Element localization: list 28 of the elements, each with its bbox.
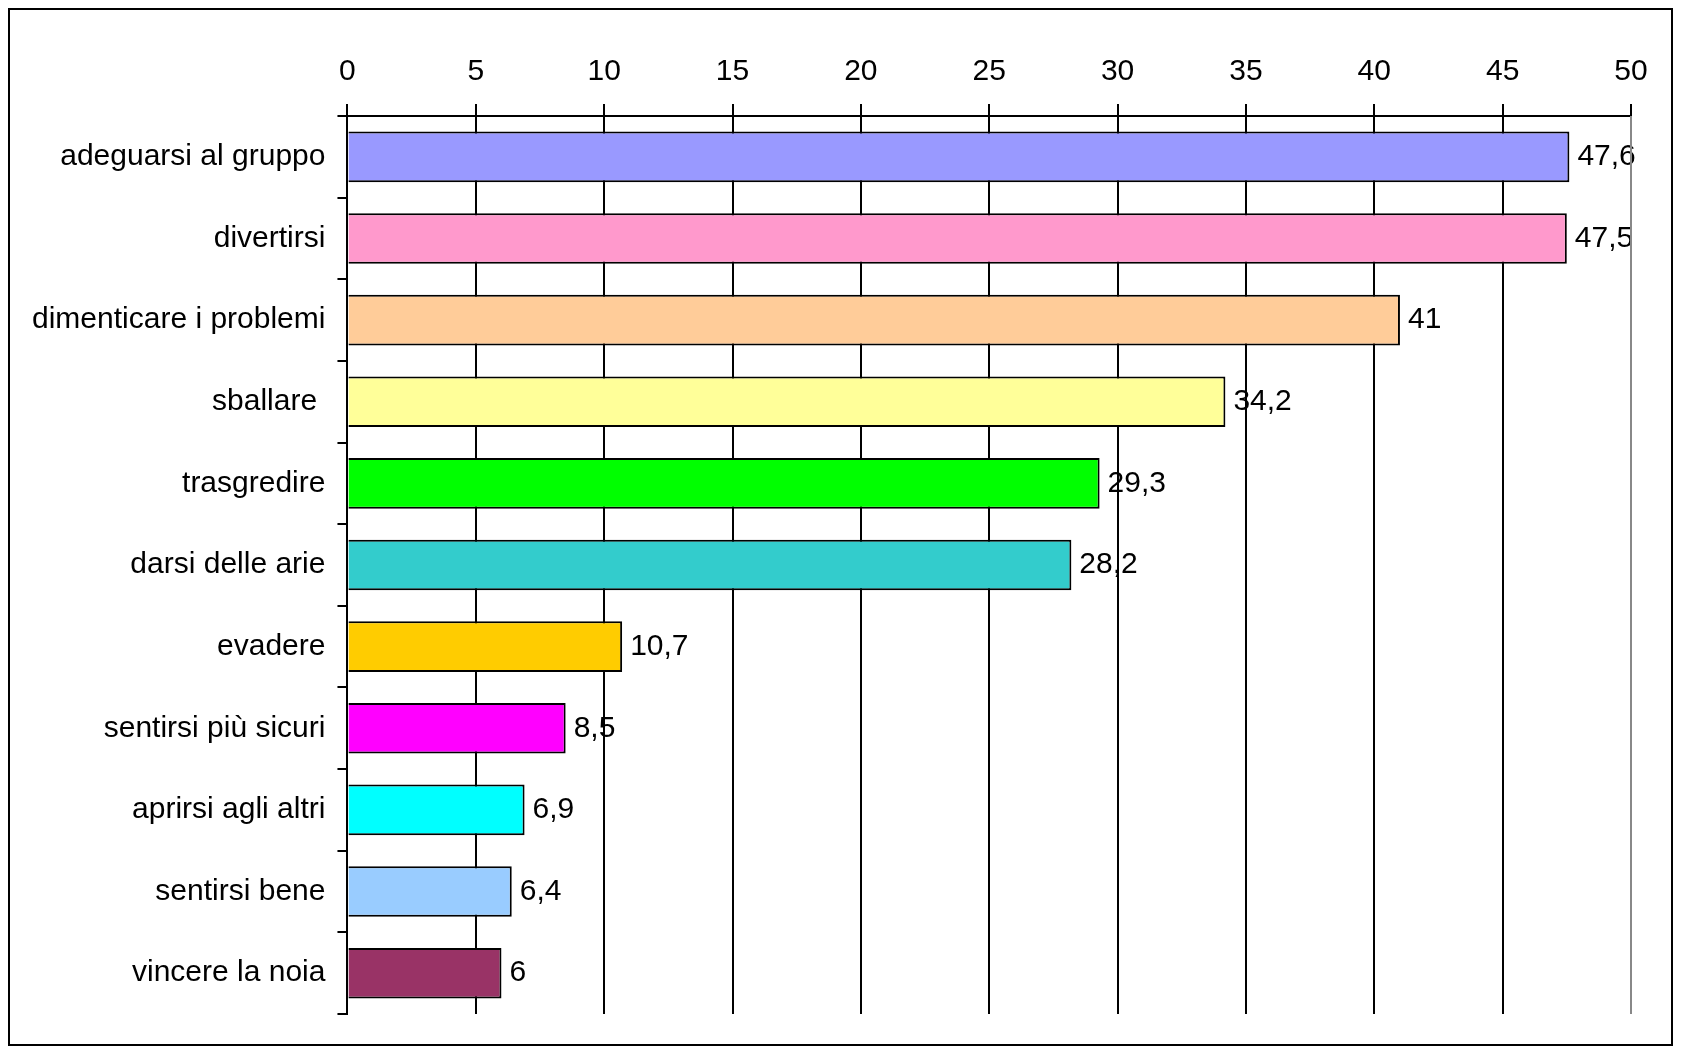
y-tick-label: sballare	[212, 382, 326, 416]
y-tick-label: vincere la noia	[132, 954, 326, 988]
x-tick-label: 30	[1100, 53, 1135, 87]
y-tick-label: aprirsi agli altri	[132, 791, 326, 825]
data-label: 41	[1407, 301, 1442, 335]
y-tick-label: darsi delle arie	[130, 546, 326, 580]
y-tick-label: divertirsi	[213, 219, 326, 253]
data-label: 6	[509, 954, 527, 988]
x-tick-label: 45	[1485, 53, 1520, 87]
y-tick-label: evadere	[217, 627, 326, 661]
x-tick-label: 5	[467, 53, 485, 87]
y-tick-label: sentirsi più sicuri	[103, 709, 326, 743]
x-tick-label: 0	[339, 53, 356, 87]
y-tick-label: dimenticare i problemi	[32, 301, 326, 335]
x-tick-label: 10	[587, 53, 621, 87]
x-tick-label: 25	[972, 53, 1006, 87]
y-tick-label: adeguarsi al gruppo	[60, 138, 326, 172]
x-tick-label: 20	[844, 53, 878, 87]
data-label: 47,5	[1574, 219, 1634, 253]
x-tick-label: 15	[715, 53, 750, 87]
x-tick-label: 50	[1614, 53, 1648, 87]
y-tick-label: trasgredire	[182, 464, 326, 498]
x-tick-label: 35	[1229, 53, 1263, 87]
data-label: 6,9	[532, 791, 575, 825]
x-tick-label: 40	[1357, 53, 1391, 87]
y-tick-label: sentirsi bene	[155, 872, 326, 906]
data-label: 10,7	[630, 627, 689, 661]
data-label: 6,4	[519, 872, 562, 906]
